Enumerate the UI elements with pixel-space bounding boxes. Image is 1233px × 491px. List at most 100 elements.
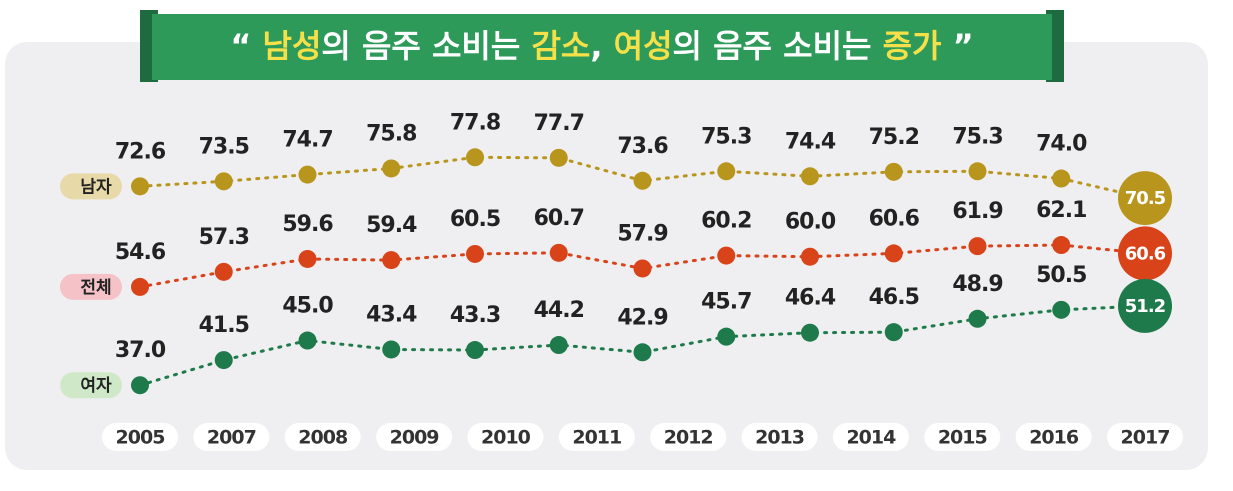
series-pill	[60, 273, 122, 300]
point	[382, 251, 401, 270]
point	[298, 165, 317, 184]
point	[214, 262, 233, 281]
series-pill	[60, 372, 122, 399]
title-part: 증가	[883, 27, 942, 65]
point	[382, 159, 401, 178]
legend-label: 남자	[80, 177, 112, 197]
data-label: 75.2	[869, 125, 919, 150]
data-label: 57.3	[199, 225, 249, 250]
data-label: 60.6	[869, 206, 920, 231]
point	[131, 177, 149, 196]
data-label: 43.4	[366, 302, 417, 327]
data-label: 73.5	[199, 134, 249, 159]
legend-label: 여자	[80, 376, 112, 396]
point	[549, 336, 568, 355]
point	[214, 351, 233, 370]
data-label: 74.7	[282, 128, 332, 153]
title-part: 의 음주 소비는	[673, 27, 883, 65]
data-label: 37.0	[115, 338, 166, 363]
x-tick-label: 2005	[116, 427, 165, 449]
data-label: 60.2	[701, 209, 751, 234]
legend-label: 전체	[80, 278, 111, 298]
series-pill	[60, 173, 122, 200]
data-label: 42.9	[617, 305, 667, 330]
point	[549, 243, 568, 262]
data-label: 50.5	[1036, 263, 1086, 288]
data-label: 44.2	[534, 298, 584, 323]
x-tick-label: 2013	[755, 427, 804, 449]
year-pill	[376, 423, 453, 451]
banner	[152, 14, 1052, 80]
point	[801, 247, 819, 266]
point	[466, 341, 484, 360]
data-label: 74.4	[785, 129, 836, 154]
data-label: 75.3	[701, 124, 751, 149]
data-label: 60.0	[785, 210, 836, 235]
year-pill	[1015, 423, 1092, 451]
data-label: 62.1	[1036, 198, 1086, 223]
year-pill	[558, 423, 635, 451]
data-label: 45.0	[282, 294, 333, 319]
x-tick-label: 2007	[207, 427, 256, 449]
data-label: 70.5	[1125, 188, 1166, 209]
data-label: 46.4	[785, 286, 836, 311]
data-label: 60.6	[1125, 243, 1166, 264]
point	[968, 162, 987, 181]
point	[1052, 300, 1071, 319]
data-label: 59.6	[282, 212, 333, 237]
point	[1118, 278, 1172, 333]
data-label: 59.4	[366, 213, 417, 238]
point	[633, 343, 652, 362]
title-part: 감소	[531, 27, 590, 65]
title-part: ”	[941, 27, 973, 65]
x-tick-label: 2015	[938, 427, 987, 449]
point	[801, 167, 819, 186]
point	[1118, 171, 1172, 226]
x-tick-label: 2011	[572, 427, 621, 449]
point	[801, 323, 819, 342]
data-label: 54.6	[115, 240, 166, 265]
year-pill	[832, 423, 909, 451]
point	[382, 340, 401, 359]
title-part: 의 음주 소비는	[321, 27, 531, 65]
panel	[5, 42, 1208, 470]
point	[1118, 226, 1172, 281]
data-label: 51.2	[1125, 296, 1165, 317]
data-label: 77.8	[450, 110, 500, 135]
year-pill	[467, 423, 544, 451]
point	[717, 327, 736, 346]
point	[549, 148, 568, 167]
point	[717, 162, 736, 181]
x-tick-label: 2014	[846, 427, 896, 449]
year-pill	[650, 423, 727, 451]
point	[298, 331, 317, 350]
year-pill	[1107, 423, 1183, 451]
data-label: 75.8	[366, 121, 416, 146]
title-part: 남성	[263, 27, 322, 65]
data-label: 61.9	[952, 199, 1002, 224]
data-label: 46.5	[869, 285, 919, 310]
point	[214, 172, 233, 191]
data-label: 48.9	[952, 272, 1002, 297]
point	[466, 148, 484, 167]
data-label: 60.7	[534, 206, 584, 231]
x-tick-label: 2016	[1029, 427, 1079, 449]
data-label: 75.3	[952, 124, 1002, 149]
year-pill	[284, 423, 361, 451]
x-tick-label: 2010	[481, 427, 531, 449]
title-part: ,	[590, 27, 613, 65]
data-label: 74.0	[1036, 132, 1087, 157]
point	[1052, 236, 1071, 255]
year-pill	[924, 423, 1001, 451]
data-label: 57.9	[617, 221, 667, 246]
x-tick-label: 2017	[1121, 427, 1170, 449]
data-label: 73.6	[617, 134, 668, 159]
point	[466, 244, 484, 263]
data-label: 41.5	[199, 313, 249, 338]
point	[1052, 169, 1071, 188]
title-part: 여성	[614, 27, 673, 65]
x-tick-label: 2008	[298, 427, 348, 449]
data-label: 72.6	[115, 139, 166, 164]
title-part: “	[230, 27, 262, 65]
